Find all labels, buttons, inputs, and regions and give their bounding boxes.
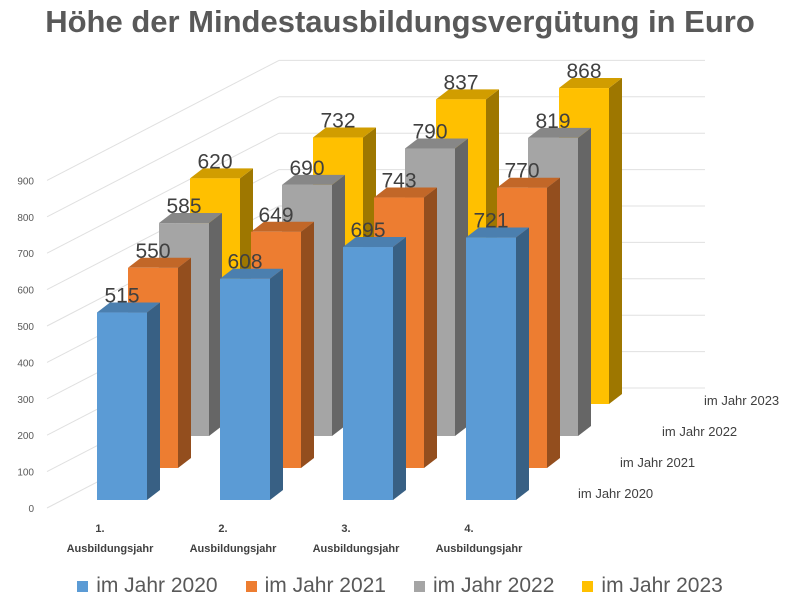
data-label: 732 — [320, 110, 355, 133]
bar-top — [497, 177, 560, 188]
y-tick-label: 700 — [17, 249, 34, 260]
x-axis: 1. Ausbildungsjahr 2. Ausbildungsjahr 3. Ausb… — [67, 523, 524, 555]
depth-tick-label: im Jahr 2021 — [620, 455, 695, 470]
bar-top — [343, 237, 406, 248]
bar-side — [393, 237, 406, 500]
bar-top — [559, 78, 622, 89]
bar-side — [455, 138, 468, 436]
data-label: 585 — [166, 195, 201, 218]
y-tick-label: 800 — [17, 213, 34, 224]
legend-item: im Jahr 2022 — [414, 574, 554, 598]
bar-front — [220, 278, 270, 500]
data-label: 620 — [197, 150, 232, 173]
legend-label: im Jahr 2020 — [96, 574, 218, 597]
x-tick-label: 3. Ausbildungsjahr — [313, 523, 401, 555]
bar-side — [209, 213, 222, 436]
legend-label: im Jahr 2021 — [264, 574, 386, 597]
x-tick-label: 4. Ausbildungsjahr — [436, 523, 524, 555]
bar-top — [159, 213, 222, 224]
depth-tick-label: im Jahr 2023 — [704, 393, 779, 408]
bar-front — [466, 237, 516, 500]
bar-top — [528, 127, 591, 138]
bar-front — [343, 247, 393, 500]
data-labels: 620 732 837 868 585 690 790 819 550 649 743 770 515 6… — [104, 60, 601, 307]
bar-side — [578, 127, 591, 436]
bar-top — [128, 257, 191, 268]
bar-top — [97, 302, 160, 313]
gridline — [46, 96, 280, 218]
legend-item: im Jahr 2020 — [77, 574, 218, 598]
bar-top — [251, 221, 314, 232]
legend-label: im Jahr 2023 — [601, 574, 723, 597]
y-tick-label: 600 — [17, 286, 34, 297]
chart-title: Höhe der Mindestausbildungsvergütung in … — [45, 4, 755, 39]
bar-top — [220, 268, 283, 279]
data-label: 649 — [258, 204, 293, 227]
y-tick-label: 200 — [17, 431, 34, 442]
bar — [97, 302, 160, 500]
y-tick-label: 900 — [17, 176, 34, 187]
y-axis: 0 100 200 300 400 500 600 700 800 900 — [17, 176, 34, 515]
bar-top — [313, 127, 376, 138]
bar-top — [282, 174, 345, 185]
bar-side — [516, 227, 529, 500]
y-tick-label: 100 — [17, 468, 34, 479]
depth-tick-label: im Jahr 2020 — [578, 486, 653, 501]
y-tick-label: 500 — [17, 322, 34, 333]
bar — [343, 237, 406, 500]
legend-swatch — [582, 580, 594, 592]
data-label: 790 — [412, 120, 447, 143]
legend-label: im Jahr 2022 — [433, 574, 555, 597]
bar — [220, 268, 283, 500]
legend-swatch — [245, 580, 257, 592]
bar-side — [301, 221, 314, 468]
legend-swatch — [77, 580, 89, 592]
data-label: 819 — [535, 110, 570, 133]
legend: im Jahr 2020 im Jahr 2021 im Jahr 2022 im J… — [0, 572, 800, 600]
legend-swatch — [414, 580, 425, 592]
bar-top — [405, 138, 468, 149]
data-label: 690 — [289, 157, 324, 180]
bar-side — [147, 302, 160, 500]
gridline — [46, 132, 280, 254]
bar-side — [547, 177, 560, 468]
y-tick-label: 300 — [17, 395, 34, 406]
bar — [466, 227, 529, 500]
y-tick-label: 400 — [17, 358, 34, 369]
legend-item: im Jahr 2023 — [582, 574, 723, 598]
bar-top — [374, 187, 437, 198]
series-1 — [97, 227, 529, 500]
bars — [97, 78, 622, 500]
data-label: 837 — [443, 71, 478, 94]
bar-top — [190, 168, 253, 179]
bar-side — [270, 268, 283, 500]
legend-item: im Jahr 2021 — [245, 574, 386, 598]
y-tick-label: 0 — [28, 504, 34, 515]
x-tick-label: 2. Ausbildungsjahr — [190, 523, 278, 555]
data-label: 868 — [566, 60, 601, 83]
gridline — [46, 59, 280, 181]
bar-side — [609, 78, 622, 404]
bar-side — [424, 187, 437, 468]
data-label: 608 — [227, 251, 262, 274]
bar-side — [332, 174, 345, 436]
depth-tick-label: im Jahr 2022 — [662, 424, 737, 439]
bar-front — [97, 312, 147, 500]
x-tick-label: 1. Ausbildungsjahr — [67, 523, 155, 555]
depth-axis: im Jahr 2020 im Jahr 2021 im Jahr 2022 im J… — [578, 393, 779, 501]
data-label: 550 — [135, 240, 170, 263]
data-label: 695 — [350, 219, 385, 242]
data-label: 721 — [473, 210, 508, 233]
data-label: 770 — [504, 160, 539, 183]
data-label: 515 — [104, 285, 139, 308]
bar-top — [436, 89, 499, 100]
bar-side — [178, 257, 191, 468]
bar-top — [466, 227, 529, 238]
data-label: 743 — [381, 170, 416, 193]
